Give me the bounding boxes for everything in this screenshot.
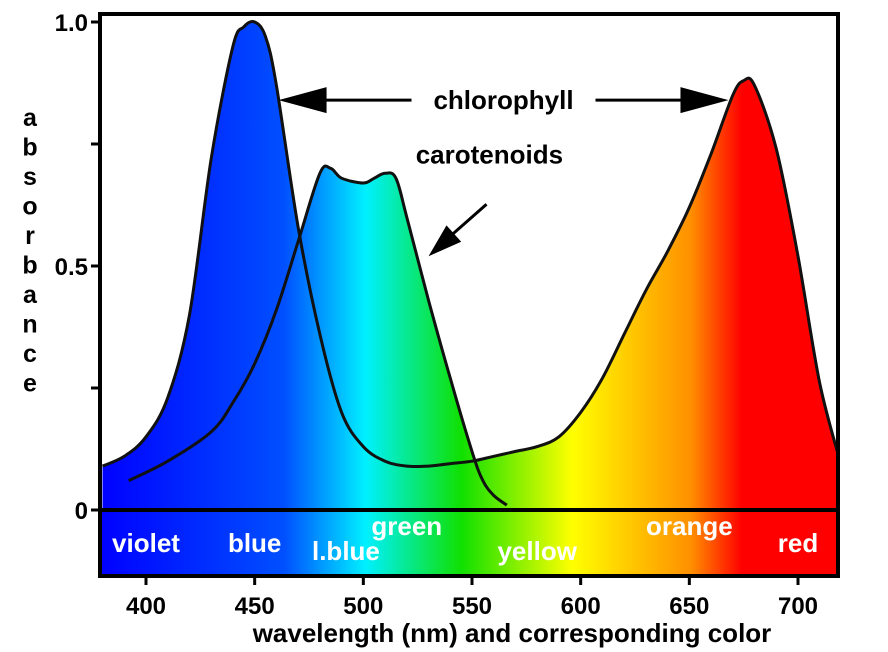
x-tick-label: 400 (126, 593, 166, 620)
carotenoids-arrowhead (428, 225, 462, 257)
absorbance-curves (101, 20, 838, 507)
band-label-green: green (371, 511, 442, 541)
chlorophyll-arrowhead-right (680, 87, 729, 114)
y-axis-label-letter: a (23, 104, 38, 132)
chlorophyll-label: chlorophyll (433, 85, 573, 115)
y-axis-label-letter: s (23, 163, 37, 191)
x-tick-label: 500 (343, 593, 383, 620)
band-label-orange: orange (646, 511, 733, 541)
carotenoids-label: carotenoids (416, 140, 563, 170)
y-axis-label-letter: n (22, 311, 37, 339)
y-axis-label-letter: o (22, 193, 37, 221)
y-axis-label-letter: r (25, 222, 35, 250)
band-label-red: red (778, 528, 818, 558)
x-tick-label: 600 (561, 593, 601, 620)
plot-frame (98, 12, 840, 578)
y-axis-label-letter: b (22, 134, 37, 162)
chlorophyll-curve (101, 20, 838, 469)
band-label-l-blue: l.blue (312, 536, 380, 566)
y-tick-label: 0.5 (55, 254, 88, 281)
y-axis-label-letter: a (23, 281, 38, 309)
x-tick-label: 450 (235, 593, 275, 620)
y-tick-label: 1.0 (55, 10, 88, 37)
x-axis-label: wavelength (nm) and corresponding color (252, 618, 772, 648)
band-label-violet: violet (112, 528, 180, 558)
color-band-strip (100, 510, 838, 576)
y-axis-label-letter: c (23, 340, 37, 368)
carotenoids-fill (128, 165, 507, 510)
annotations: chlorophyll carotenoids (278, 85, 729, 257)
y-axis-label-letter: b (22, 252, 37, 280)
x-tick-label: 550 (452, 593, 492, 620)
y-axis-label-letter: e (23, 370, 37, 398)
band-label-blue: blue (228, 528, 281, 558)
absorbance-fills (102, 21, 838, 510)
x-tick-label: 700 (778, 593, 818, 620)
band-label-yellow: yellow (497, 536, 577, 566)
axes: 400 450 500 550 600 650 700 0 0.5 1.0 (55, 10, 818, 620)
chlorophyll-arrowhead-left (278, 87, 327, 114)
carotenoids-curve (127, 164, 508, 507)
x-tick-label: 650 (669, 593, 709, 620)
y-tick-label: 0 (75, 498, 88, 525)
